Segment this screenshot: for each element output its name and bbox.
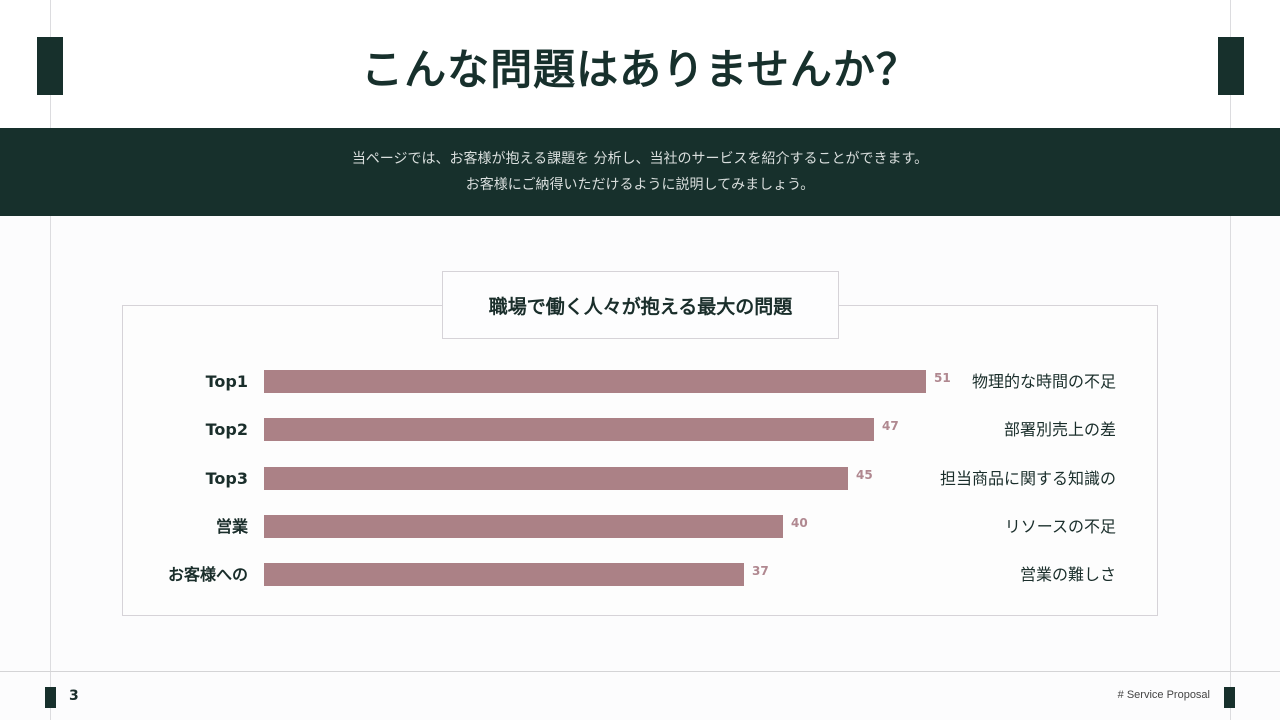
footer-accent-left	[45, 687, 56, 708]
value-label: 37	[752, 564, 769, 578]
intro-band: 当ページでは、お客様が抱える課題を 分析し、当社のサービスを紹介することができま…	[0, 128, 1280, 216]
value-label: 40	[791, 516, 808, 530]
bar	[264, 467, 848, 490]
value-label: 47	[882, 419, 899, 433]
value-label: 51	[934, 371, 951, 385]
category-label: 営業	[215, 517, 248, 536]
intro-line-1: 当ページでは、お客様が抱える課題を 分析し、当社のサービスを紹介することができま…	[351, 151, 929, 167]
description-label: 営業の難しさ	[1019, 565, 1116, 584]
description-label: 物理的な時間の不足	[971, 372, 1116, 391]
category-label: Top2	[205, 420, 248, 439]
description-label: 担当商品に関する知識の	[939, 469, 1116, 488]
page-title: こんな問題はありませんか？	[361, 45, 919, 94]
page-number: 3	[69, 688, 79, 704]
chart-row: Top1 51 物理的な時間の不足	[122, 370, 1156, 394]
footer-tag: # Service Proposal	[1117, 689, 1210, 701]
guide-line-left	[50, 0, 51, 720]
title-accent-left	[37, 37, 63, 95]
chart-row: Top2 47 部署別売上の差	[122, 418, 1156, 442]
chart-title: 職場で働く人々が抱える最大の問題	[442, 271, 839, 339]
bar	[264, 563, 744, 586]
header-area	[0, 0, 1280, 128]
value-label: 45	[856, 468, 873, 482]
guide-line-right	[1230, 0, 1231, 720]
category-label: Top1	[205, 372, 248, 391]
bar	[264, 418, 874, 441]
footer-divider	[0, 671, 1280, 672]
chart-row: Top3 45 担当商品に関する知識の	[122, 467, 1156, 491]
intro-line-2: お客様にご納得いただけるように説明してみましょう。	[465, 177, 815, 193]
description-label: 部署別売上の差	[1003, 420, 1116, 439]
category-label: お客様への	[167, 565, 248, 584]
chart-row: 営業 40 リソースの不足	[122, 515, 1156, 539]
chart-row: お客様への 37 営業の難しさ	[122, 563, 1156, 587]
bar	[264, 370, 926, 393]
title-accent-right	[1218, 37, 1244, 95]
bar	[264, 515, 783, 538]
footer-accent-right	[1224, 687, 1235, 708]
category-label: Top3	[205, 469, 248, 488]
description-label: リソースの不足	[1004, 517, 1116, 536]
